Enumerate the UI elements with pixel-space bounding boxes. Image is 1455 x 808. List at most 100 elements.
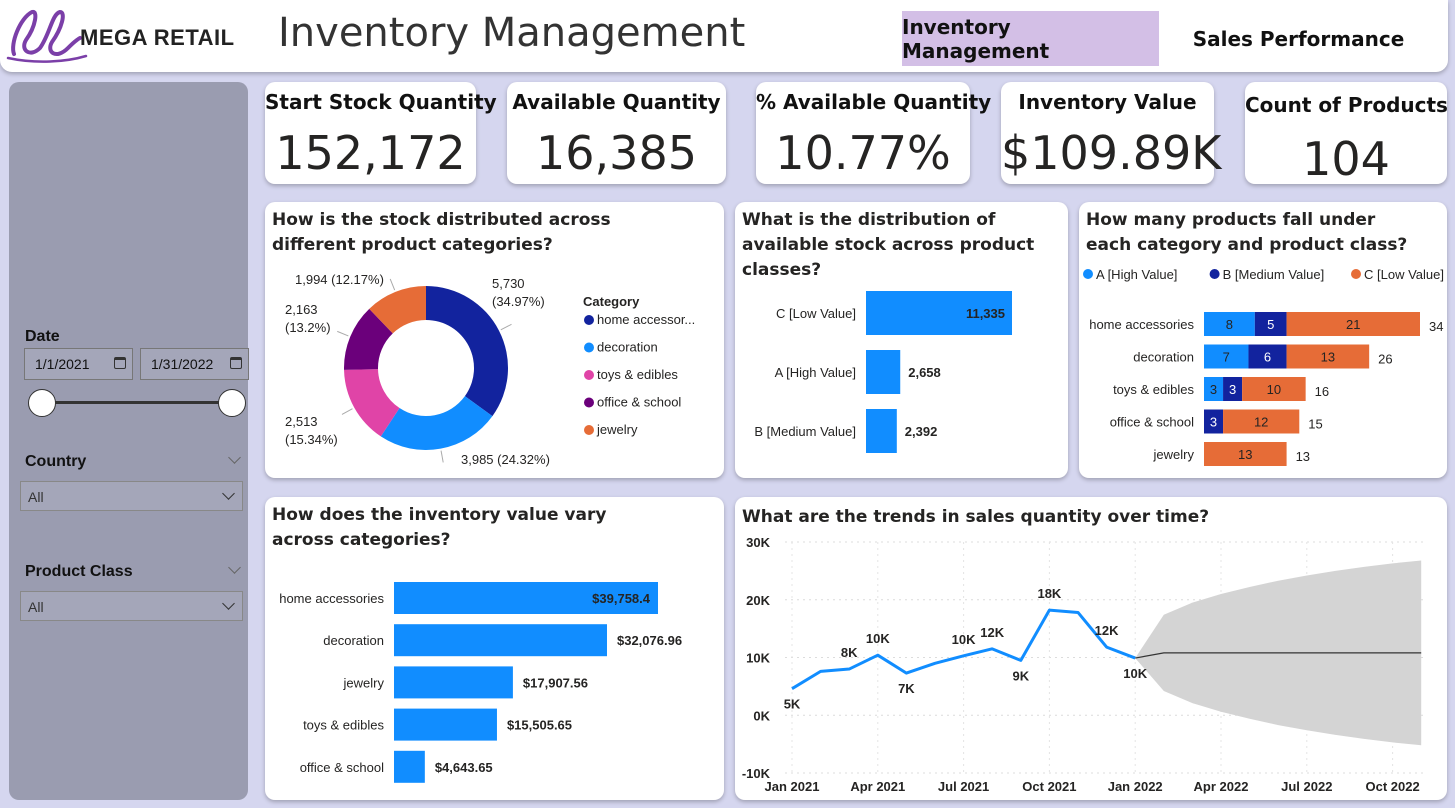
kpi-title: Start Stock Quantity	[265, 90, 497, 114]
date-slider-start-handle[interactable]	[28, 389, 56, 417]
point-data-label: 5K	[784, 697, 801, 712]
bar-segment	[1223, 409, 1300, 434]
axis-category-label: jewelry	[343, 675, 385, 690]
bar-total-label: 34	[1429, 319, 1443, 334]
bar-segment	[1204, 344, 1249, 369]
bar-data-label: $39,758.4	[592, 591, 651, 606]
legend-label: home accessor...	[597, 312, 695, 327]
kpi-title: Count of Products	[1245, 93, 1448, 117]
date-slider-end-handle[interactable]	[218, 389, 246, 417]
chevron-down-icon[interactable]	[222, 487, 235, 500]
bar	[394, 582, 658, 614]
product-class-select[interactable]: All	[20, 591, 243, 621]
axis-category-label: C [Low Value]	[776, 306, 856, 321]
bar-data-label: 7	[1223, 350, 1230, 365]
y-tick-label: -10K	[742, 766, 771, 781]
axis-category-label: decoration	[323, 633, 384, 648]
donut-data-label-pct: (15.34%)	[285, 432, 338, 447]
date-end-input[interactable]: 1/31/2022	[140, 348, 249, 380]
legend-marker	[584, 370, 594, 380]
donut-slice	[426, 286, 508, 417]
chart-title: How is the stock distributed across diff…	[272, 210, 611, 255]
donut-slice	[344, 308, 393, 370]
country-select-value: All	[28, 489, 44, 505]
donut-slice	[344, 369, 400, 437]
axis-category-label: toys & edibles	[303, 718, 384, 733]
point-data-label: 7K	[898, 681, 915, 696]
date-start-input[interactable]: 1/1/2021	[24, 348, 133, 380]
point-data-label: 8K	[841, 645, 858, 660]
x-tick-label: Oct 2022	[1365, 779, 1419, 794]
page-title: Inventory Management	[278, 10, 746, 56]
donut-data-label: 2,513	[285, 414, 318, 429]
kpi-title: Inventory Value	[1018, 90, 1197, 114]
inventory-value-bar-chart: home accessories $39,758.4 decoration $32,0…	[279, 582, 682, 783]
inventory-value-card: How does the inventory value vary across…	[265, 497, 724, 800]
category-class-stacked-card: How many products fall under each catego…	[1079, 202, 1447, 478]
nav-sales-performance-button[interactable]: Sales Performance	[1192, 26, 1405, 51]
forecast-line	[1135, 652, 1422, 659]
chevron-down-icon[interactable]	[228, 451, 241, 464]
bar-data-label: 10	[1267, 382, 1281, 397]
kpi-count-products-card: Count of Products 104	[1245, 82, 1448, 186]
legend-title: Category	[583, 294, 640, 309]
kpi-value: 104	[1302, 132, 1390, 186]
class-distribution-card: What is the distribution of available st…	[735, 202, 1068, 478]
stock-distribution-donut-card: How is the stock distributed across diff…	[265, 202, 724, 478]
calendar-icon[interactable]	[230, 357, 242, 369]
bar	[394, 624, 607, 657]
axis-category-label: A [High Value]	[775, 365, 856, 380]
chevron-down-icon[interactable]	[222, 597, 235, 610]
bar	[866, 291, 1012, 335]
x-tick-label: Jan 2022	[1108, 779, 1163, 794]
axis-category-label: office & school	[1110, 415, 1194, 430]
bar	[394, 666, 513, 699]
bar-total-label: 16	[1315, 384, 1329, 399]
x-tick-label: Apr 2021	[850, 779, 905, 794]
filter-sidebar: Date 1/1/2021 1/31/2022 Country All Prod…	[9, 82, 249, 800]
bar-data-label: 6	[1264, 350, 1271, 365]
legend-marker	[584, 397, 594, 408]
chart-title: How does the inventory value vary across…	[272, 505, 607, 550]
bar-data-label: 11,335	[966, 306, 1005, 321]
donut-data-label-pct: (13.2%)	[285, 320, 331, 335]
point-data-label: 12K	[980, 625, 1004, 640]
point-data-label: 9K	[1012, 668, 1029, 683]
y-tick-label: 10K	[746, 651, 770, 666]
kpi-value: 10.77%	[775, 126, 951, 180]
axis-category-label: home accessories	[279, 591, 384, 606]
product-class-filter-label: Product Class	[25, 563, 133, 580]
leader-line	[389, 278, 396, 291]
axis-category-label: toys & edibles	[1113, 382, 1194, 397]
legend-marker	[584, 425, 594, 435]
axis-category-label: jewelry	[1153, 447, 1195, 462]
point-data-label: 10K	[1123, 666, 1147, 681]
legend-label: C [Low Value]	[1364, 267, 1444, 282]
sales-trend-card: What are the trends in sales quantity ov…	[735, 497, 1447, 800]
bar-segment	[1204, 377, 1224, 401]
bar-data-label: 3	[1229, 382, 1236, 397]
legend-label: decoration	[597, 340, 658, 355]
nav-inventory-management-button[interactable]: Inventory Management	[902, 11, 1159, 66]
legend-marker	[584, 315, 594, 325]
calendar-icon[interactable]	[114, 357, 126, 369]
bar-data-label: 21	[1346, 317, 1360, 332]
bar-segment	[1242, 377, 1306, 401]
logo-text: MEGA RETAIL	[80, 25, 235, 50]
bar-total-label: 15	[1308, 417, 1322, 432]
date-slider-track[interactable]	[41, 401, 231, 404]
axis-category-label: decoration	[1133, 350, 1194, 365]
kpi-start-stock-card: Start Stock Quantity 152,172	[265, 82, 497, 184]
chart-title: What is the distribution of available st…	[742, 210, 1035, 280]
donut-data-label-pct: (34.97%)	[492, 294, 545, 309]
bar-segment	[1204, 312, 1255, 336]
point-data-label: 18K	[1037, 586, 1061, 601]
leader-line	[341, 408, 353, 415]
legend-label: jewelry	[596, 422, 638, 437]
donut-data-label: 2,163	[285, 302, 318, 317]
chevron-down-icon[interactable]	[228, 561, 241, 574]
bar-data-label: $15,505.65	[507, 718, 572, 733]
bar-data-label: 2,392	[905, 424, 938, 439]
country-select[interactable]: All	[20, 481, 243, 511]
